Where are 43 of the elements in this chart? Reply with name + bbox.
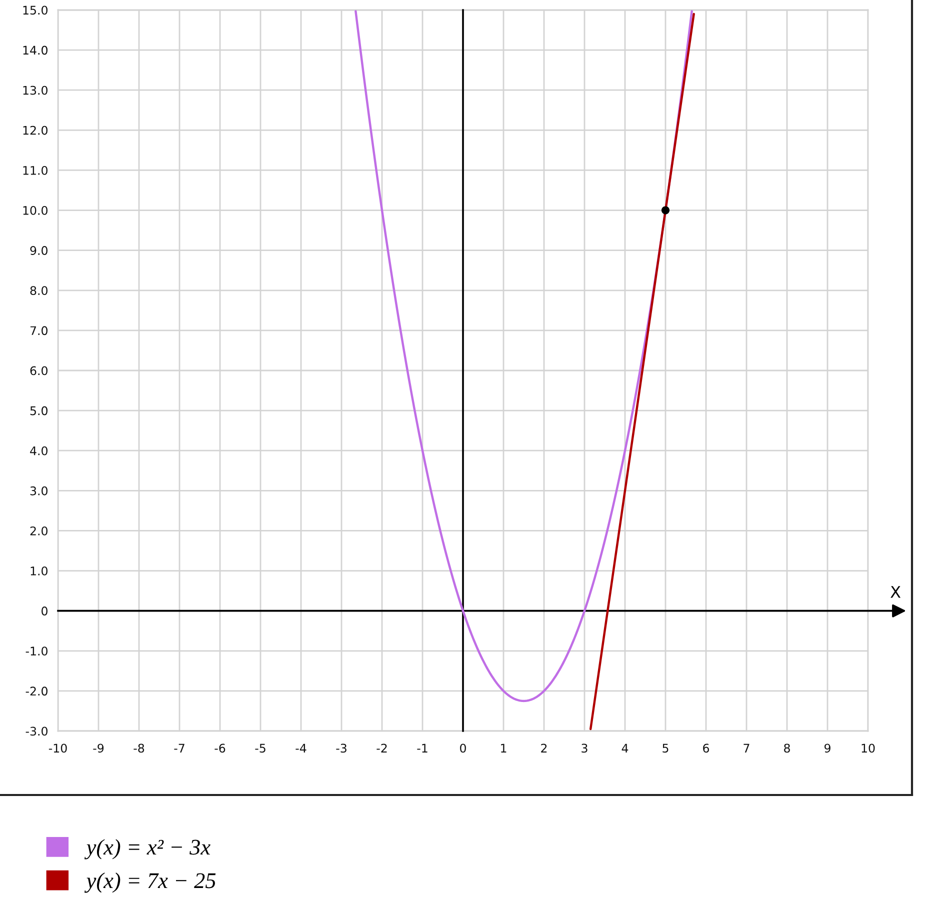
x-tick-label: -9: [93, 744, 104, 753]
y-tick-label: 6.0: [30, 366, 48, 376]
x-tick-label: -7: [174, 744, 184, 752]
x-tick-label: -10: [48, 744, 67, 753]
x-tick-label: -6: [214, 744, 226, 753]
legend-label: y(x) = x² − 3x: [84, 839, 210, 860]
x-tick-label: 7: [744, 744, 750, 752]
x-tick-label: 9: [824, 744, 830, 753]
y-tick-label: 1.0: [30, 566, 48, 576]
y-tick-label: 2.0: [30, 526, 48, 536]
x-tick-label: 2: [541, 744, 547, 752]
x-tick-label: 10: [862, 744, 875, 753]
y-tick-label: 10.0: [23, 206, 48, 215]
x-tick-label: -5: [255, 744, 266, 753]
y-tick-label: 11.0: [23, 166, 48, 175]
x-tick-label: -1: [417, 744, 428, 752]
x-tick-label: 5: [662, 744, 668, 753]
y-tick-label: -1.0: [26, 646, 48, 656]
y-tick-label: 5.0: [30, 406, 48, 416]
y-tick-label: 14.0: [23, 46, 48, 55]
y-tick-label: 12.0: [23, 126, 48, 135]
x-tick-label: 6: [703, 744, 710, 753]
x-tick-label: 8: [784, 744, 790, 753]
y-tick-label: -2.0: [26, 686, 48, 696]
y-tick-label: 4.0: [30, 446, 48, 456]
y-tick-label: 8.0: [30, 286, 48, 296]
y-tick-label: 15.0: [23, 6, 48, 15]
y-tick-label: 7.0: [30, 326, 48, 336]
legend-label: y(x) = 7x − 25: [84, 872, 216, 893]
y-tick-label: -3.0: [26, 726, 48, 736]
y-tick-label: 3.0: [30, 486, 48, 496]
y-tick-label: 9.0: [30, 246, 48, 255]
x-tick-label: -3: [336, 744, 346, 753]
x-tick-label: 0: [460, 744, 466, 753]
x-tick-label: 4: [622, 744, 628, 752]
y-tick-label: 13.0: [23, 86, 48, 95]
x-tick-label: 3: [582, 744, 588, 753]
x-tick-label: -4: [296, 744, 306, 752]
x-axis-title: X: [890, 586, 901, 598]
x-tick-label: -2: [376, 744, 387, 752]
x-tick-label: -8: [134, 744, 144, 753]
y-tick-label: 0: [42, 606, 48, 616]
x-tick-label: 1: [501, 744, 506, 752]
